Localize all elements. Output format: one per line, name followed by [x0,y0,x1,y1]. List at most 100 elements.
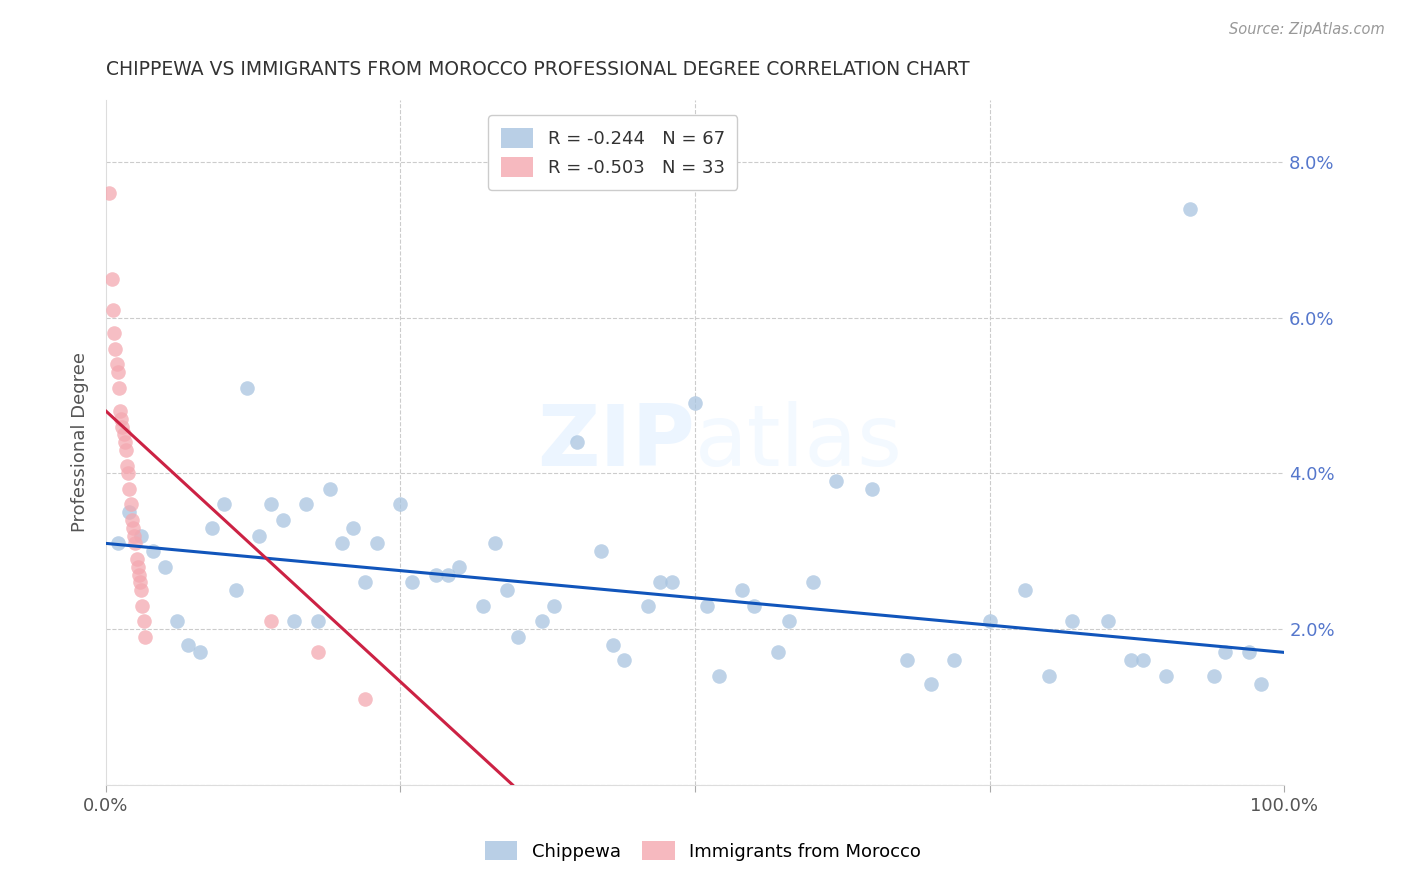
Point [1202,669,1225,683]
Point [129,528,152,542]
Point [661,575,683,590]
Point [129,575,152,590]
Point [127,559,149,574]
Point [508,630,530,644]
Point [1062,614,1084,628]
Point [472,599,495,613]
Point [696,599,718,613]
Point [111,419,134,434]
Point [122,528,145,542]
Point [567,435,589,450]
Point [742,599,765,613]
Point [283,614,305,628]
Point [103,326,125,341]
Point [389,498,412,512]
Point [637,599,659,613]
Text: CHIPPEWA VS IMMIGRANTS FROM MOROCCO PROFESSIONAL DEGREE CORRELATION CHART: CHIPPEWA VS IMMIGRANTS FROM MOROCCO PROF… [105,60,970,78]
Point [1156,669,1178,683]
Point [153,559,176,574]
Text: ZIP: ZIP [537,401,695,483]
Point [120,498,142,512]
Point [401,575,423,590]
Point [125,552,148,566]
Point [134,630,156,644]
Point [1038,669,1060,683]
Point [825,474,848,488]
Point [307,614,329,628]
Point [613,653,636,667]
Legend: Chippewa, Immigrants from Morocco: Chippewa, Immigrants from Morocco [475,831,931,870]
Legend: R = -0.244   N = 67, R = -0.503   N = 33: R = -0.244 N = 67, R = -0.503 N = 33 [488,115,737,190]
Point [105,357,128,371]
Point [131,599,153,613]
Point [896,653,918,667]
Text: atlas: atlas [695,401,903,483]
Point [104,342,127,356]
Point [530,614,553,628]
Point [1097,614,1119,628]
Y-axis label: Professional Degree: Professional Degree [72,352,89,533]
Point [1250,676,1272,690]
Point [319,482,342,496]
Point [122,521,145,535]
Point [101,302,124,317]
Point [1215,645,1237,659]
Point [212,498,235,512]
Point [225,583,247,598]
Point [589,544,612,558]
Point [449,559,471,574]
Point [108,381,131,395]
Text: Source: ZipAtlas.com: Source: ZipAtlas.com [1229,22,1385,37]
Point [920,676,942,690]
Point [118,505,141,519]
Point [128,567,150,582]
Point [236,381,259,395]
Point [801,575,824,590]
Point [330,536,353,550]
Point [766,645,789,659]
Point [1014,583,1036,598]
Point [1178,202,1201,216]
Point [166,614,188,628]
Point [354,575,377,590]
Point [484,536,506,550]
Point [201,521,224,535]
Point [112,427,135,442]
Point [110,412,132,426]
Point [1119,653,1142,667]
Point [118,482,141,496]
Point [260,614,283,628]
Point [707,669,730,683]
Point [543,599,565,613]
Point [495,583,517,598]
Point [132,614,155,628]
Point [260,498,283,512]
Point [731,583,754,598]
Point [98,186,121,200]
Point [1237,645,1260,659]
Point [943,653,966,667]
Point [778,614,800,628]
Point [366,536,388,550]
Point [115,458,138,473]
Point [1132,653,1154,667]
Point [129,583,152,598]
Point [295,498,318,512]
Point [101,271,124,285]
Point [271,513,294,527]
Point [188,645,211,659]
Point [354,692,377,706]
Point [648,575,671,590]
Point [121,513,143,527]
Point [108,404,131,418]
Point [683,396,706,410]
Point [979,614,1001,628]
Point [860,482,883,496]
Point [177,638,200,652]
Point [342,521,364,535]
Point [107,536,129,550]
Point [247,528,270,542]
Point [142,544,165,558]
Point [124,536,146,550]
Point [436,567,458,582]
